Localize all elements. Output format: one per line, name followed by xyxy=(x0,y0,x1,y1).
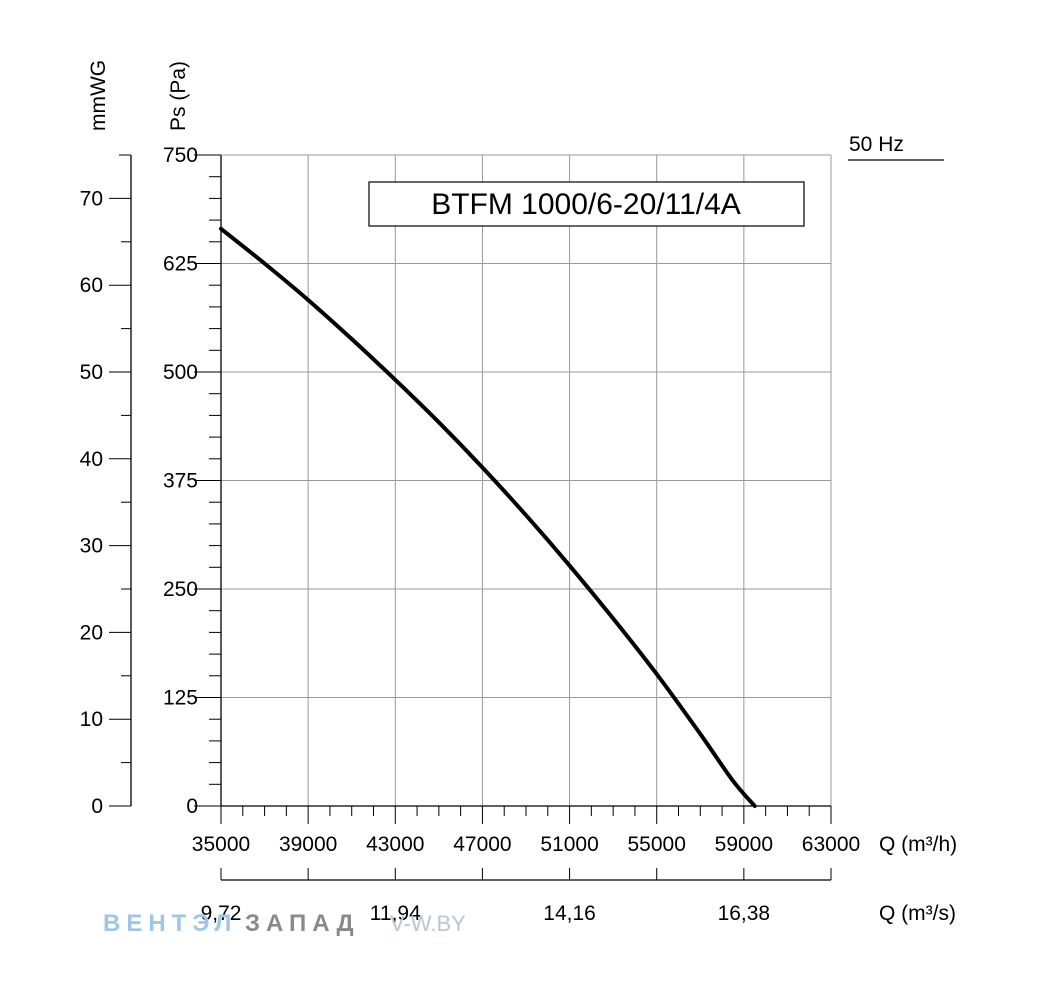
x-tick-label: 59000 xyxy=(715,833,773,856)
series-line xyxy=(219,226,757,808)
y-tick-label: 625 xyxy=(163,253,198,276)
grid-lines xyxy=(221,154,832,806)
frequency-label: 50 Hz xyxy=(849,133,904,156)
chart-title: BTFM 1000/6-20/11/4A xyxy=(431,188,741,221)
y-secondary-tick-label: 50 xyxy=(80,361,103,384)
title-box xyxy=(368,181,805,227)
x-tick-label: 43000 xyxy=(366,833,424,856)
y-axis-title-secondary: mmWG xyxy=(87,60,110,131)
watermark-brand-left: ВЕНТЭЛ xyxy=(103,910,237,937)
x-tick-label: 55000 xyxy=(628,833,686,856)
tick-marks xyxy=(109,154,832,880)
x-tick-label: 63000 xyxy=(802,833,860,856)
series-layer xyxy=(219,226,757,808)
x-secondary-tick-label: 11,94 xyxy=(370,902,421,925)
y-secondary-tick-label: 20 xyxy=(80,621,103,644)
y-tick-label: 125 xyxy=(163,687,198,710)
y-secondary-tick-label: 70 xyxy=(80,187,103,210)
y-tick-label: 750 xyxy=(163,144,198,167)
y-tick-label: 0 xyxy=(186,795,198,818)
x-axis-title: Q (m³/h) xyxy=(879,833,957,856)
y-tick-label: 500 xyxy=(163,361,198,384)
x-secondary-tick-label: 9,72 xyxy=(201,902,242,925)
x-tick-label: 39000 xyxy=(279,833,337,856)
x-tick-label: 35000 xyxy=(192,833,250,856)
x-secondary-tick-label: 14,16 xyxy=(543,902,596,925)
y-secondary-tick-label: 60 xyxy=(80,274,103,297)
y-secondary-tick-label: 40 xyxy=(80,448,103,471)
tick-labels: 0 125 250 375 500 625 750 0 10 20 30 40 50 60 70 35000 3… xyxy=(80,144,861,925)
y-tick-label: 250 xyxy=(163,578,198,601)
x-tick-label: 51000 xyxy=(540,833,598,856)
y-secondary-tick-label: 30 xyxy=(80,535,103,558)
x-axis-title-secondary: Q (m³/s) xyxy=(879,902,956,925)
y-secondary-tick-label: 0 xyxy=(91,795,103,818)
watermark-brand-right: ЗАПАД xyxy=(245,910,360,937)
x-tick-label: 47000 xyxy=(453,833,511,856)
watermark-url: V-W.BY xyxy=(390,911,466,936)
y-secondary-tick-label: 10 xyxy=(80,708,103,731)
y-axis-title: Ps (Pa) xyxy=(167,61,190,131)
x-secondary-tick-label: 16,38 xyxy=(718,902,771,925)
y-tick-label: 375 xyxy=(163,470,198,493)
